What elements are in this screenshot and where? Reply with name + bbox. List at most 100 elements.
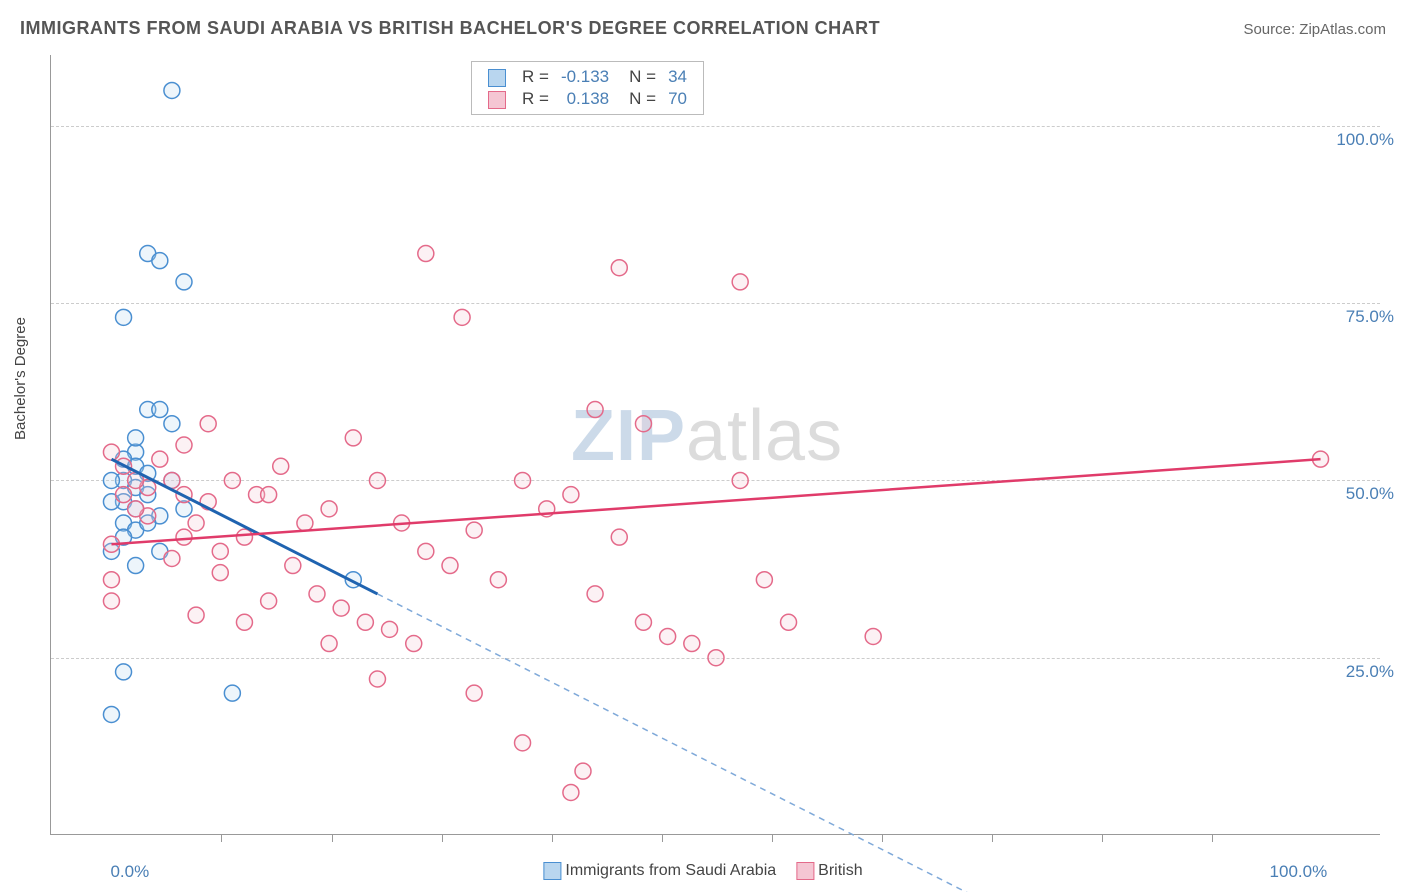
scatter-point-british xyxy=(1313,451,1329,467)
scatter-point-saudi xyxy=(116,664,132,680)
scatter-point-british xyxy=(103,444,119,460)
scatter-point-british xyxy=(660,628,676,644)
chart-svg xyxy=(51,55,1381,835)
chart-header: IMMIGRANTS FROM SAUDI ARABIA VS BRITISH … xyxy=(20,18,1386,39)
scatter-point-british xyxy=(575,763,591,779)
scatter-point-british xyxy=(635,416,651,432)
scatter-point-saudi xyxy=(116,494,132,510)
x-minor-tick xyxy=(992,834,993,842)
scatter-point-saudi xyxy=(152,543,168,559)
x-minor-tick xyxy=(332,834,333,842)
scatter-point-saudi xyxy=(140,402,156,418)
scatter-point-saudi xyxy=(128,522,144,538)
scatter-point-british xyxy=(176,529,192,545)
scatter-point-british xyxy=(587,586,603,602)
scatter-point-saudi xyxy=(176,501,192,517)
scatter-point-british xyxy=(236,614,252,630)
scatter-point-british xyxy=(563,487,579,503)
scatter-point-british xyxy=(539,501,555,517)
scatter-point-british xyxy=(164,550,180,566)
scatter-point-british xyxy=(116,487,132,503)
scatter-point-saudi xyxy=(176,274,192,290)
scatter-point-british xyxy=(781,614,797,630)
scatter-point-british xyxy=(128,501,144,517)
scatter-point-british xyxy=(333,600,349,616)
scatter-point-british xyxy=(321,501,337,517)
y-tick-label: 50.0% xyxy=(1346,484,1394,504)
scatter-point-saudi xyxy=(164,82,180,98)
series-legend: Immigrants from Saudi ArabiaBritish xyxy=(543,862,862,880)
scatter-point-british xyxy=(345,430,361,446)
scatter-point-british xyxy=(261,487,277,503)
scatter-point-british xyxy=(418,543,434,559)
scatter-point-saudi xyxy=(103,494,119,510)
scatter-point-british xyxy=(357,614,373,630)
scatter-point-british xyxy=(732,274,748,290)
trend-line-british xyxy=(111,459,1320,544)
y-tick-label: 75.0% xyxy=(1346,307,1394,327)
y-axis-label: Bachelor's Degree xyxy=(12,317,29,440)
scatter-point-saudi xyxy=(140,465,156,481)
watermark-atlas: atlas xyxy=(686,396,843,476)
scatter-point-british xyxy=(369,671,385,687)
scatter-point-british xyxy=(285,558,301,574)
scatter-point-british xyxy=(442,558,458,574)
gridline xyxy=(51,480,1380,481)
scatter-point-saudi xyxy=(116,451,132,467)
y-tick-label: 100.0% xyxy=(1336,130,1394,150)
scatter-point-saudi xyxy=(103,543,119,559)
scatter-point-british xyxy=(466,522,482,538)
scatter-point-saudi xyxy=(345,572,361,588)
gridline xyxy=(51,658,1380,659)
scatter-point-british xyxy=(152,451,168,467)
x-tick-label: 100.0% xyxy=(1270,862,1328,882)
scatter-point-british xyxy=(140,508,156,524)
watermark: ZIPatlas xyxy=(571,395,843,477)
trend-line-saudi-dashed xyxy=(377,594,1078,892)
y-tick-label: 25.0% xyxy=(1346,662,1394,682)
scatter-point-british xyxy=(756,572,772,588)
scatter-point-british xyxy=(236,529,252,545)
scatter-point-saudi xyxy=(116,515,132,531)
scatter-point-british xyxy=(418,246,434,262)
x-minor-tick xyxy=(662,834,663,842)
scatter-point-british xyxy=(466,685,482,701)
watermark-zip: ZIP xyxy=(571,396,686,476)
scatter-point-british xyxy=(200,416,216,432)
scatter-point-british xyxy=(116,458,132,474)
scatter-point-british xyxy=(212,565,228,581)
scatter-point-british xyxy=(176,487,192,503)
scatter-point-british xyxy=(563,784,579,800)
x-tick-label: 0.0% xyxy=(110,862,149,882)
chart-title: IMMIGRANTS FROM SAUDI ARABIA VS BRITISH … xyxy=(20,18,880,39)
x-minor-tick xyxy=(882,834,883,842)
scatter-point-british xyxy=(103,536,119,552)
x-minor-tick xyxy=(1102,834,1103,842)
x-minor-tick xyxy=(1212,834,1213,842)
scatter-point-british xyxy=(212,543,228,559)
scatter-point-british xyxy=(309,586,325,602)
scatter-point-british xyxy=(261,593,277,609)
scatter-point-saudi xyxy=(164,416,180,432)
scatter-point-saudi xyxy=(140,515,156,531)
scatter-point-british xyxy=(200,494,216,510)
correlation-legend: R =-0.133N =34R =0.138N =70 xyxy=(471,61,704,115)
plot-area: ZIPatlas R =-0.133N =34R =0.138N =70 xyxy=(50,55,1380,835)
scatter-point-british xyxy=(249,487,265,503)
scatter-point-saudi xyxy=(116,309,132,325)
scatter-point-saudi xyxy=(140,246,156,262)
scatter-point-saudi xyxy=(140,487,156,503)
scatter-point-saudi xyxy=(128,444,144,460)
scatter-point-british xyxy=(865,628,881,644)
scatter-point-british xyxy=(140,480,156,496)
scatter-point-saudi xyxy=(152,253,168,269)
scatter-point-saudi xyxy=(224,685,240,701)
scatter-point-british xyxy=(611,529,627,545)
scatter-point-saudi xyxy=(152,402,168,418)
scatter-point-british xyxy=(176,437,192,453)
x-minor-tick xyxy=(552,834,553,842)
x-minor-tick xyxy=(772,834,773,842)
scatter-point-british xyxy=(297,515,313,531)
trend-line-saudi xyxy=(111,459,377,594)
scatter-point-saudi xyxy=(103,706,119,722)
